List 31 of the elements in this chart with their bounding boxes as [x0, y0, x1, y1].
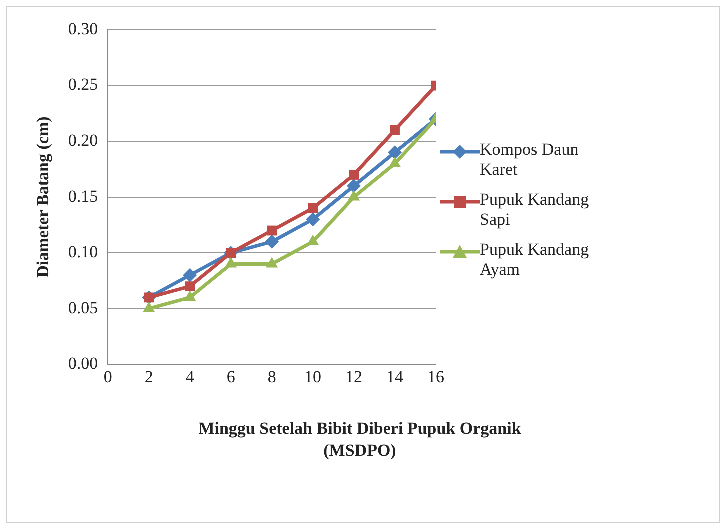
x-axis-title: Minggu Setelah Bibit Diberi Pupuk Organik (MSDPO): [198, 418, 522, 462]
y-tick-label: 0.20: [68, 131, 98, 150]
x-tick-label: 4: [186, 367, 195, 386]
point: [308, 204, 318, 214]
point: [306, 212, 320, 227]
point: [390, 125, 400, 136]
y-tick-label: 0.25: [68, 75, 98, 94]
legend-label: Kompos Daun Karet: [480, 140, 580, 180]
x-tick-label: 2: [144, 367, 154, 386]
point: [388, 146, 402, 160]
y-tick-label: 0.30: [68, 19, 98, 38]
x-tick-label: 0: [104, 367, 112, 386]
y-tick-label: 0.10: [68, 242, 98, 262]
x-tick-label: 10: [304, 367, 322, 386]
legend-label: Pupuk Kandang Ayam: [480, 240, 590, 280]
x-tick-label: 14: [386, 367, 404, 386]
y-tick-label: 0.00: [68, 354, 98, 374]
point: [347, 179, 362, 194]
x-tick-label: 16: [428, 367, 444, 386]
x-tick-label: 6: [226, 367, 236, 386]
legend-label: Pupuk Kandang Sapi: [480, 190, 590, 230]
point: [265, 234, 280, 249]
point: [349, 170, 359, 180]
point: [267, 226, 278, 236]
y-tick-label: 0.05: [68, 298, 98, 318]
x-tick-label: 12: [346, 367, 363, 386]
y-tick-label: 0.15: [68, 186, 98, 206]
point: [185, 282, 196, 292]
point: [183, 268, 198, 282]
x-tick-label: 8: [268, 367, 276, 386]
y-axis-title: Diameter Batang (cm): [34, 116, 53, 278]
